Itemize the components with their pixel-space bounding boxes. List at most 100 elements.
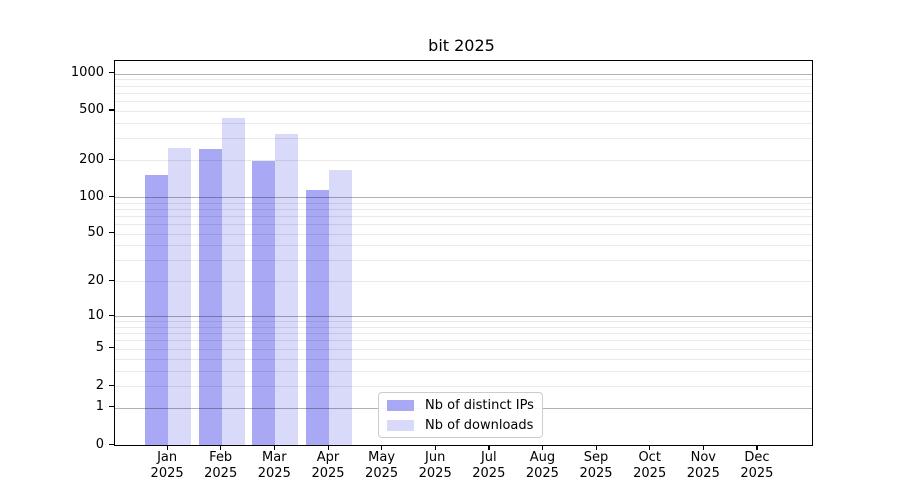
- legend-item: Nb of downloads: [379, 415, 542, 435]
- gridline-minor: [114, 321, 812, 323]
- y-tick: [109, 384, 114, 386]
- bar-apr-downloads: [328, 169, 352, 445]
- x-tick: [434, 445, 436, 450]
- x-tick-label-apr: Apr 2025: [283, 450, 373, 481]
- x-tick-month: Aug: [529, 450, 556, 465]
- x-tick-label-jan: Jan 2025: [122, 450, 212, 481]
- x-tick-year: 2025: [365, 465, 399, 481]
- bar-mar-downloads: [275, 133, 299, 445]
- x-tick: [166, 445, 168, 450]
- x-tick-year: 2025: [525, 465, 559, 481]
- y-tick: [109, 232, 114, 234]
- gridline-minor: [114, 281, 812, 283]
- x-tick-year: 2025: [418, 465, 452, 481]
- y-tick: [109, 279, 114, 282]
- y-tick: [109, 109, 114, 111]
- x-tick-label-nov: Nov 2025: [658, 450, 748, 481]
- x-tick: [488, 445, 490, 450]
- gridline-minor: [114, 340, 812, 342]
- y-tick: [109, 443, 114, 445]
- x-tick-label-mar: Mar 2025: [229, 450, 319, 481]
- y-tick-label: 50: [87, 225, 104, 241]
- gridline-minor: [114, 110, 812, 112]
- x-tick-label-dec: Dec 2025: [712, 450, 802, 481]
- x-tick-year: 2025: [686, 465, 720, 481]
- x-tick-year: 2025: [472, 465, 506, 481]
- y-tick-label: 1000: [70, 65, 104, 81]
- legend-swatch: [387, 399, 414, 411]
- x-tick-month: Apr: [316, 450, 340, 465]
- legend-label: Nb of distinct IPs: [425, 397, 534, 413]
- bar-apr-ips: [305, 189, 329, 445]
- x-tick-year: 2025: [204, 465, 238, 481]
- x-tick-label-jul: Jul 2025: [444, 450, 534, 481]
- legend: Nb of distinct IPs Nb of downloads: [378, 392, 543, 438]
- gridline-minor: [114, 370, 812, 372]
- gridline-minor: [114, 348, 812, 350]
- y-tick: [109, 72, 114, 74]
- x-tick-month: Jul: [480, 450, 497, 465]
- x-tick-year: 2025: [633, 465, 667, 481]
- x-tick-label-jun: Jun 2025: [390, 450, 480, 481]
- x-tick-label-may: May 2025: [337, 450, 427, 481]
- gridline-minor: [114, 326, 812, 328]
- y-tick: [109, 347, 114, 349]
- bar-jan-ips: [145, 175, 169, 445]
- y-tick-label: 500: [79, 102, 104, 118]
- x-tick-year: 2025: [311, 465, 345, 481]
- bar-feb-ips: [198, 149, 222, 445]
- bar-feb-downloads: [221, 117, 245, 445]
- gridline-major: [114, 197, 812, 198]
- x-tick: [756, 445, 758, 450]
- x-tick-label-sep: Sep 2025: [551, 450, 641, 481]
- x-tick-month: Nov: [690, 450, 716, 465]
- x-tick-year: 2025: [579, 465, 613, 481]
- y-tick-label: 20: [87, 272, 104, 288]
- x-tick: [541, 445, 544, 450]
- x-tick-month: Oct: [638, 450, 661, 465]
- gridline-minor: [114, 333, 812, 335]
- gridline-minor: [114, 260, 812, 262]
- x-tick-month: Dec: [744, 450, 770, 465]
- y-tick-label: 2: [95, 377, 104, 393]
- gridline-minor: [114, 202, 812, 204]
- y-tick-label: 5: [95, 340, 104, 356]
- x-tick-label-oct: Oct 2025: [605, 450, 695, 481]
- x-tick: [273, 445, 276, 450]
- x-tick-month: Jan: [157, 450, 178, 465]
- bar-mar-ips: [252, 161, 276, 445]
- x-tick-year: 2025: [150, 465, 184, 481]
- y-tick: [109, 158, 114, 160]
- y-tick-label: 10: [87, 307, 104, 323]
- x-tick-year: 2025: [740, 465, 774, 481]
- x-tick: [702, 445, 705, 450]
- gridline-minor: [114, 160, 812, 161]
- y-tick: [109, 195, 114, 197]
- y-tick-label: 100: [79, 188, 104, 204]
- plot-area: [113, 59, 813, 446]
- gridline-minor: [114, 138, 812, 140]
- gridline-minor: [114, 101, 812, 103]
- gridline-minor: [114, 79, 812, 81]
- gridline-minor: [114, 224, 812, 226]
- x-tick-month: Sep: [583, 450, 609, 465]
- x-tick-month: May: [368, 450, 396, 465]
- chart-title: bit 2025: [428, 36, 495, 55]
- x-tick: [220, 445, 222, 450]
- gridline-minor: [114, 92, 812, 94]
- gridline-minor: [114, 358, 812, 360]
- x-tick: [381, 445, 383, 450]
- x-tick-month: Feb: [209, 450, 233, 465]
- gridline-minor: [114, 122, 812, 124]
- x-tick-year: 2025: [257, 465, 291, 481]
- gridline-minor: [114, 215, 812, 217]
- gridline-minor: [114, 85, 812, 87]
- y-tick-label: 1: [95, 399, 104, 415]
- x-tick-month: Mar: [262, 450, 287, 465]
- x-tick-label-feb: Feb 2025: [176, 450, 266, 481]
- gridline-major: [114, 316, 812, 318]
- x-tick: [595, 445, 597, 450]
- bar-jan-downloads: [168, 148, 192, 445]
- gridline-minor: [114, 208, 812, 210]
